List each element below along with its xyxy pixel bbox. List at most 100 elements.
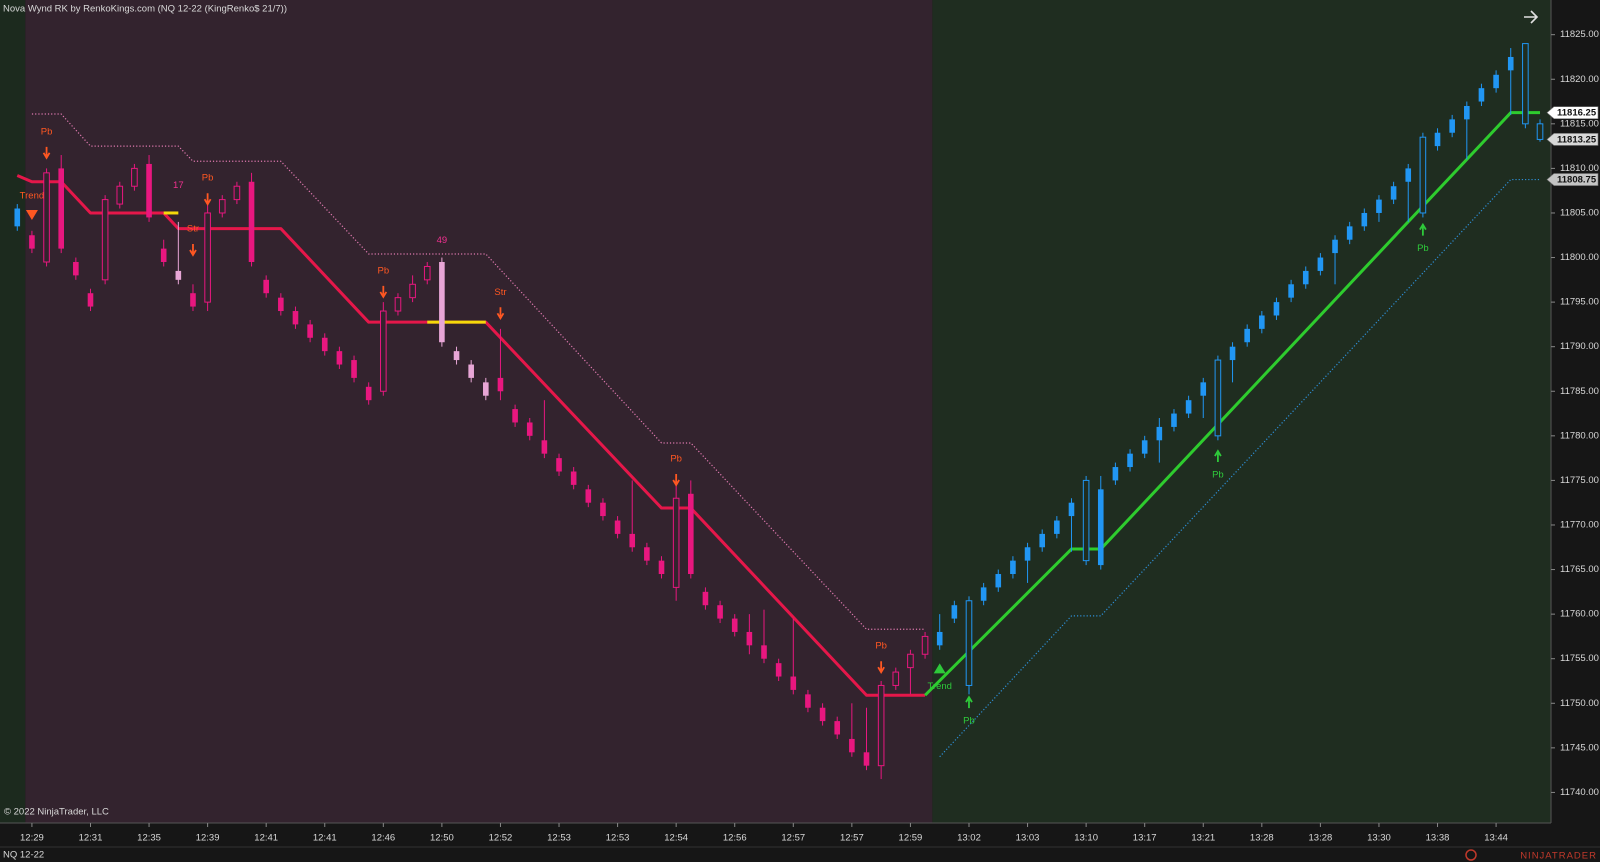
- signal-arrow: [965, 695, 973, 709]
- candle-body: [1317, 257, 1324, 271]
- candle-body: [658, 560, 665, 575]
- x-tick-label: 12:59: [899, 833, 923, 844]
- signal-label: 49: [437, 235, 448, 246]
- y-tick-label: 11800.00: [1560, 252, 1599, 263]
- y-tick-label: 11765.00: [1560, 564, 1599, 575]
- x-tick-label: 12:52: [489, 833, 513, 844]
- candle-body: [175, 270, 182, 280]
- x-tick-label: 12:56: [723, 833, 747, 844]
- signal-label: Pb: [670, 454, 682, 465]
- x-tick-label: 13:30: [1367, 833, 1391, 844]
- price-marker-label: 11813.25: [1557, 134, 1597, 145]
- y-tick-label: 11755.00: [1560, 653, 1599, 664]
- signal-label: Pb: [875, 641, 887, 652]
- candle-body: [1361, 212, 1368, 227]
- signal-label: Pb: [1212, 470, 1224, 481]
- x-tick-label: 12:41: [254, 833, 278, 844]
- candle-body: [292, 311, 299, 325]
- candle-body: [1127, 453, 1133, 468]
- x-tick-label: 12:50: [430, 833, 454, 844]
- instrument-tab[interactable]: NQ 12-22: [3, 850, 44, 861]
- candle-body: [834, 721, 841, 735]
- candle-body: [160, 248, 167, 263]
- candle-body: [1039, 533, 1045, 548]
- candle-body: [687, 493, 694, 575]
- y-tick-label: 11780.00: [1560, 430, 1599, 441]
- x-tick-label: 13:10: [1074, 833, 1098, 844]
- candle-body: [1390, 186, 1397, 200]
- signal-label: Trend: [927, 681, 951, 692]
- x-tick-label: 12:57: [781, 833, 805, 844]
- signal-label: Pb: [378, 265, 390, 276]
- candle-body: [204, 212, 211, 303]
- signal-label: Str: [494, 287, 506, 298]
- candle-body: [731, 618, 738, 632]
- candle-body: [146, 163, 152, 218]
- y-tick-label: 11820.00: [1560, 74, 1599, 85]
- candle-body: [965, 600, 973, 686]
- y-tick-label: 11770.00: [1560, 519, 1599, 530]
- candle-body: [1376, 199, 1382, 213]
- candle-body: [1259, 315, 1265, 329]
- x-tick-label: 12:35: [137, 833, 161, 844]
- x-tick-label: 12:39: [196, 833, 220, 844]
- candle-body: [1244, 328, 1250, 343]
- scroll-arrow[interactable]: [1524, 10, 1539, 24]
- candle-body: [907, 653, 914, 669]
- signal-arrow: [1214, 449, 1222, 463]
- candle-body: [380, 310, 387, 392]
- logo: NINJATRADER: [1465, 849, 1596, 862]
- candle-body: [14, 208, 21, 227]
- y-tick-label: 11775.00: [1560, 475, 1599, 486]
- y-tick-label: 11785.00: [1560, 386, 1599, 397]
- candle-body: [1068, 502, 1075, 517]
- candle-body: [672, 497, 680, 588]
- candle-body: [190, 293, 196, 307]
- candle-body: [1141, 440, 1148, 454]
- price-marker: [1546, 173, 1599, 186]
- y-tick-label: 11825.00: [1560, 29, 1599, 40]
- candle-body: [1010, 560, 1016, 575]
- candle-body: [468, 364, 474, 378]
- candle-body: [1419, 136, 1427, 214]
- y-tick-label: 11740.00: [1560, 787, 1599, 798]
- candle-body: [863, 752, 870, 766]
- candle-body: [365, 386, 372, 401]
- candle-body: [702, 591, 709, 606]
- candle-body: [921, 635, 929, 655]
- candle-body: [453, 351, 460, 361]
- price-marker-label: 11816.25: [1557, 108, 1597, 119]
- logo-icon: [1465, 849, 1477, 861]
- candle-body: [1273, 302, 1280, 316]
- candle-body: [58, 168, 65, 249]
- price-marker-label: 11808.75: [1557, 175, 1597, 186]
- candle-body: [483, 382, 489, 396]
- candle-body: [394, 297, 402, 312]
- candle-body: [1200, 382, 1207, 396]
- candle-body: [1054, 520, 1060, 534]
- candle-body: [1464, 105, 1470, 120]
- x-tick-label: 12:57: [840, 833, 864, 844]
- candle-body: [1082, 479, 1090, 562]
- x-tick-label: 12:31: [79, 833, 103, 844]
- candle-body: [526, 422, 533, 436]
- y-tick-label: 11760.00: [1560, 609, 1599, 620]
- candle-body: [1493, 74, 1499, 89]
- candle-body: [746, 631, 753, 646]
- candle-body: [423, 265, 431, 281]
- x-tick-label: 12:46: [371, 833, 395, 844]
- y-tick-label: 11750.00: [1560, 698, 1599, 709]
- candle-body: [43, 172, 50, 263]
- candle-body: [307, 324, 313, 338]
- candle-body: [1097, 489, 1104, 566]
- x-tick-label: 13:44: [1484, 833, 1508, 844]
- candle-body: [980, 587, 987, 601]
- signal-label: Trend: [20, 191, 44, 202]
- x-tick-label: 12:41: [313, 833, 337, 844]
- x-tick-label: 13:02: [957, 833, 981, 844]
- candle-body: [1346, 226, 1353, 240]
- candle-body: [877, 684, 885, 767]
- candle-body: [512, 409, 518, 423]
- x-tick-label: 13:28: [1309, 833, 1333, 844]
